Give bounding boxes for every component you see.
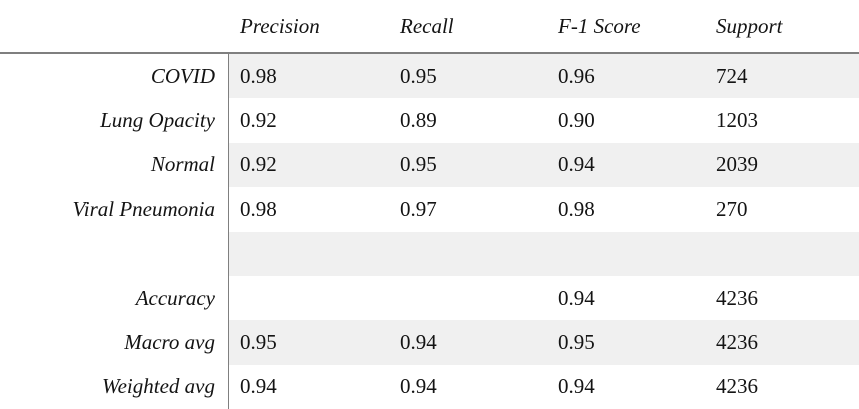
row-values: 0.98 0.97 0.98 270 [228, 187, 859, 232]
value-cell: 724 [716, 63, 748, 88]
table-row: COVID 0.98 0.95 0.96 724 [0, 54, 859, 99]
row-values [228, 231, 859, 276]
table-row: Lung Opacity 0.92 0.89 0.90 1203 [0, 98, 859, 143]
value-cell: 0.94 [558, 285, 595, 310]
value-cell [547, 232, 705, 276]
value-cell: 4236 [716, 329, 758, 354]
value-cell: 270 [716, 196, 748, 221]
value-cell: 0.98 [558, 196, 595, 221]
row-label: Normal [0, 142, 228, 188]
value-cell: 4236 [716, 374, 758, 399]
value-cell: 4236 [716, 285, 758, 310]
row-label: Lung Opacity [0, 98, 228, 143]
value-cell [705, 232, 859, 276]
value-cell: 0.95 [400, 63, 437, 88]
value-cell: 0.94 [240, 374, 277, 399]
value-cell: 0.95 [240, 329, 277, 354]
value-cell: 1203 [716, 108, 758, 133]
header-empty-cell [0, 0, 229, 52]
row-values: 0.95 0.94 0.95 4236 [228, 320, 859, 365]
row-label: Macro avg [0, 320, 228, 365]
row-values: 0.92 0.95 0.94 2039 [228, 142, 859, 188]
row-label: COVID [0, 54, 228, 99]
table-body: COVID 0.98 0.95 0.96 724 Lung Opacity 0.92 0.89… [0, 54, 859, 409]
value-cell [229, 232, 389, 276]
table-row: Accuracy 0.94 4236 [0, 275, 859, 321]
table-row: Normal 0.92 0.95 0.94 2039 [0, 142, 859, 188]
value-cell: 0.96 [558, 63, 595, 88]
table-row [0, 231, 859, 276]
value-cell: 0.94 [558, 152, 595, 177]
row-values: 0.92 0.89 0.90 1203 [228, 98, 859, 143]
column-header-f1-score: F-1 Score [558, 13, 641, 38]
table-header-row: Precision Recall F-1 Score Support [0, 0, 859, 54]
table-row: Macro avg 0.95 0.94 0.95 4236 [0, 320, 859, 365]
value-cell: 2039 [716, 152, 758, 177]
table-row: Weighted avg 0.94 0.94 0.94 4236 [0, 364, 859, 409]
value-cell: 0.98 [240, 63, 277, 88]
column-header-support: Support [716, 13, 783, 38]
value-cell: 0.92 [240, 152, 277, 177]
value-cell: 0.92 [240, 108, 277, 133]
value-cell: 0.98 [240, 196, 277, 221]
value-cell: 0.95 [400, 152, 437, 177]
value-cell: 0.89 [400, 108, 437, 133]
row-label [0, 231, 228, 276]
row-values: 0.94 0.94 0.94 4236 [228, 364, 859, 409]
column-header-precision: Precision [240, 13, 320, 38]
row-label: Weighted avg [0, 364, 228, 409]
value-cell: 0.97 [400, 196, 437, 221]
row-values: 0.94 4236 [228, 275, 859, 321]
row-label: Accuracy [0, 275, 228, 321]
value-cell [389, 232, 547, 276]
value-cell: 0.90 [558, 108, 595, 133]
row-label: Viral Pneumonia [0, 187, 228, 232]
value-cell [389, 276, 547, 320]
value-cell: 0.95 [558, 329, 595, 354]
value-cell: 0.94 [400, 374, 437, 399]
row-values: 0.98 0.95 0.96 724 [228, 54, 859, 99]
column-header-recall: Recall [400, 13, 454, 38]
value-cell: 0.94 [558, 374, 595, 399]
table-row: Viral Pneumonia 0.98 0.97 0.98 270 [0, 187, 859, 232]
value-cell: 0.94 [400, 329, 437, 354]
value-cell [229, 276, 389, 320]
